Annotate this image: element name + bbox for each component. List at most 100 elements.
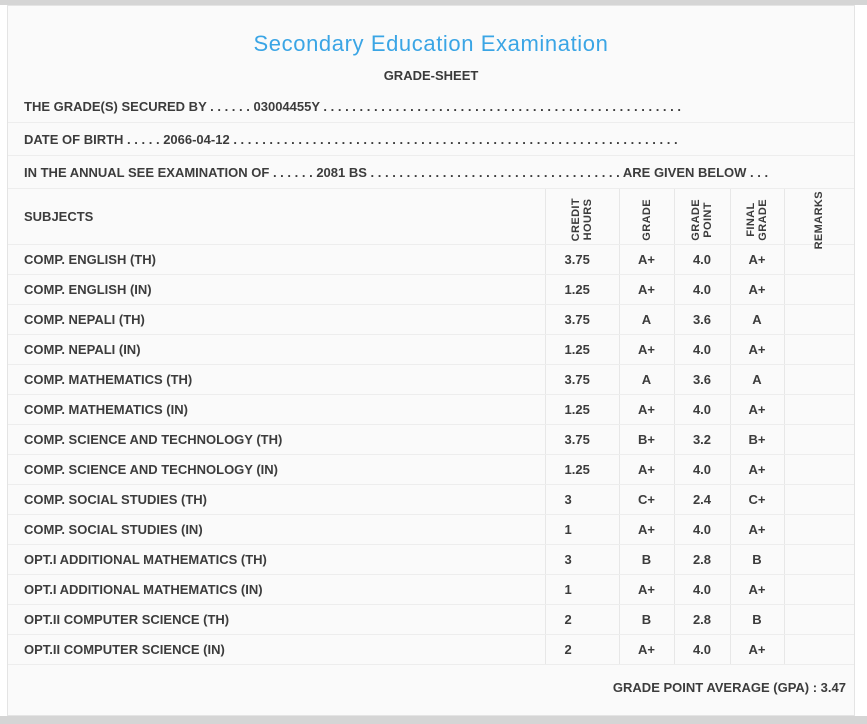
cell-grade-point: 4.0 [673,454,730,485]
cell-remarks [783,304,854,335]
cell-final-grade: A+ [729,274,784,305]
table-row: COMP. NEPALI (IN) 1.25 A+ 4.0 A+ [8,334,854,365]
cell-credit-hours: 1.25 [544,334,619,365]
cell-credit-hours: 3 [544,484,619,515]
cell-grade: A+ [618,334,674,365]
cell-credit-hours: 3.75 [544,244,619,275]
cell-grade: A+ [618,454,674,485]
cell-remarks [783,424,854,455]
table-row: COMP. SOCIAL STUDIES (IN) 1 A+ 4.0 A+ [8,514,854,545]
table-header-row: SUBJECTS CREDIT HOURS GRADE GRADE POINT … [8,189,854,249]
bottom-edge-strip [0,716,867,724]
cell-remarks [783,544,854,575]
cell-remarks [783,334,854,365]
cell-grade: A+ [618,394,674,425]
page-title: Secondary Education Examination [253,31,609,56]
cell-grade: A+ [618,634,674,665]
cell-credit-hours: 1 [544,514,619,545]
cell-remarks [783,364,854,395]
cell-grade-point: 4.0 [673,514,730,545]
column-header-grade: GRADE [618,189,674,245]
cell-subject: COMP. NEPALI (IN) [8,334,545,365]
cell-credit-hours: 3.75 [544,364,619,395]
cell-final-grade: A+ [729,574,784,605]
cell-grade-point: 4.0 [673,274,730,305]
exam-year-value: 2081 BS [316,165,367,180]
table-row: COMP. SCIENCE AND TECHNOLOGY (TH) 3.75 B… [8,424,854,455]
table-row: OPT.I ADDITIONAL MATHEMATICS (IN) 1 A+ 4… [8,574,854,605]
info-line-grades-secured-by: THE GRADE(S) SECURED BY . . . . . . 0300… [8,90,854,123]
cell-subject: COMP. ENGLISH (TH) [8,244,545,275]
dot-leader: . . . [750,165,769,180]
cell-credit-hours: 1.25 [544,274,619,305]
cell-credit-hours: 3.75 [544,304,619,335]
cell-grade-point: 4.0 [673,244,730,275]
cell-final-grade: B [729,544,784,575]
cell-final-grade: A+ [729,244,784,275]
dot-leader: . . . . . . . . . . . . . . . . . . . . … [323,99,681,114]
info-label: THE GRADE(S) SECURED BY [24,99,207,114]
top-edge-strip [0,0,867,5]
cell-subject: COMP. MATHEMATICS (IN) [8,394,545,425]
cell-grade-point: 4.0 [673,634,730,665]
cell-final-grade: A+ [729,634,784,665]
cell-grade: A+ [618,514,674,545]
cell-grade-point: 4.0 [673,394,730,425]
cell-credit-hours: 3.75 [544,424,619,455]
cell-remarks [783,484,854,515]
cell-grade-point: 3.6 [673,364,730,395]
table-row: OPT.I ADDITIONAL MATHEMATICS (TH) 3 B 2.… [8,544,854,575]
cell-grade-point: 4.0 [673,574,730,605]
cell-remarks [783,394,854,425]
cell-remarks [783,244,854,275]
gpa-summary: GRADE POINT AVERAGE (GPA) : 3.47 [612,680,846,695]
cell-grade-point: 2.4 [673,484,730,515]
table-row: COMP. SOCIAL STUDIES (TH) 3 C+ 2.4 C+ [8,484,854,515]
cell-subject: OPT.II COMPUTER SCIENCE (IN) [8,634,545,665]
cell-remarks [783,604,854,635]
cell-credit-hours: 2 [544,604,619,635]
cell-final-grade: A+ [729,394,784,425]
cell-final-grade: A+ [729,334,784,365]
cell-remarks [783,634,854,665]
dot-leader: . . . . . . . . . . . . . . . . . . . . … [370,165,620,180]
cell-remarks [783,454,854,485]
cell-final-grade: A [729,304,784,335]
symbol-number-value: 03004455Y [253,99,320,114]
dot-leader: . . . . . . . . . . . . . . . . . . . . … [233,132,678,147]
cell-final-grade: B [729,604,784,635]
cell-grade-point: 3.6 [673,304,730,335]
column-header-subjects: SUBJECTS [8,189,545,245]
cell-grade: B [618,544,674,575]
cell-remarks [783,274,854,305]
cell-credit-hours: 2 [544,634,619,665]
cell-final-grade: A [729,364,784,395]
cell-subject: COMP. MATHEMATICS (TH) [8,364,545,395]
column-header-credit-hours: CREDIT HOURS [544,189,619,245]
cell-subject: COMP. SOCIAL STUDIES (TH) [8,484,545,515]
cell-subject: COMP. SCIENCE AND TECHNOLOGY (TH) [8,424,545,455]
cell-grade-point: 2.8 [673,544,730,575]
cell-credit-hours: 1 [544,574,619,605]
cell-grade-point: 2.8 [673,604,730,635]
table-row: COMP. NEPALI (TH) 3.75 A 3.6 A [8,304,854,335]
grade-sheet-page: Secondary Education Examination GRADE-SH… [7,5,855,716]
info-label: IN THE ANNUAL SEE EXAMINATION OF [24,165,270,180]
cell-remarks [783,514,854,545]
cell-subject: OPT.I ADDITIONAL MATHEMATICS (IN) [8,574,545,605]
cell-grade: B [618,604,674,635]
cell-credit-hours: 1.25 [544,454,619,485]
date-of-birth-value: 2066-04-12 [163,132,230,147]
candidate-info-section: THE GRADE(S) SECURED BY . . . . . . 0300… [8,90,854,189]
column-header-final-grade: FINAL GRADE [729,189,784,245]
info-suffix: ARE GIVEN BELOW [622,165,747,180]
cell-final-grade: A+ [729,454,784,485]
cell-credit-hours: 3 [544,544,619,575]
table-body: COMP. ENGLISH (TH) 3.75 A+ 4.0 A+ COMP. … [8,244,854,665]
cell-grade: B+ [618,424,674,455]
table-row: COMP. ENGLISH (TH) 3.75 A+ 4.0 A+ [8,244,854,275]
cell-grade: A [618,364,674,395]
info-line-date-of-birth: DATE OF BIRTH . . . . . 2066-04-12 . . .… [8,123,854,156]
dot-leader: . . . . . [127,132,160,147]
